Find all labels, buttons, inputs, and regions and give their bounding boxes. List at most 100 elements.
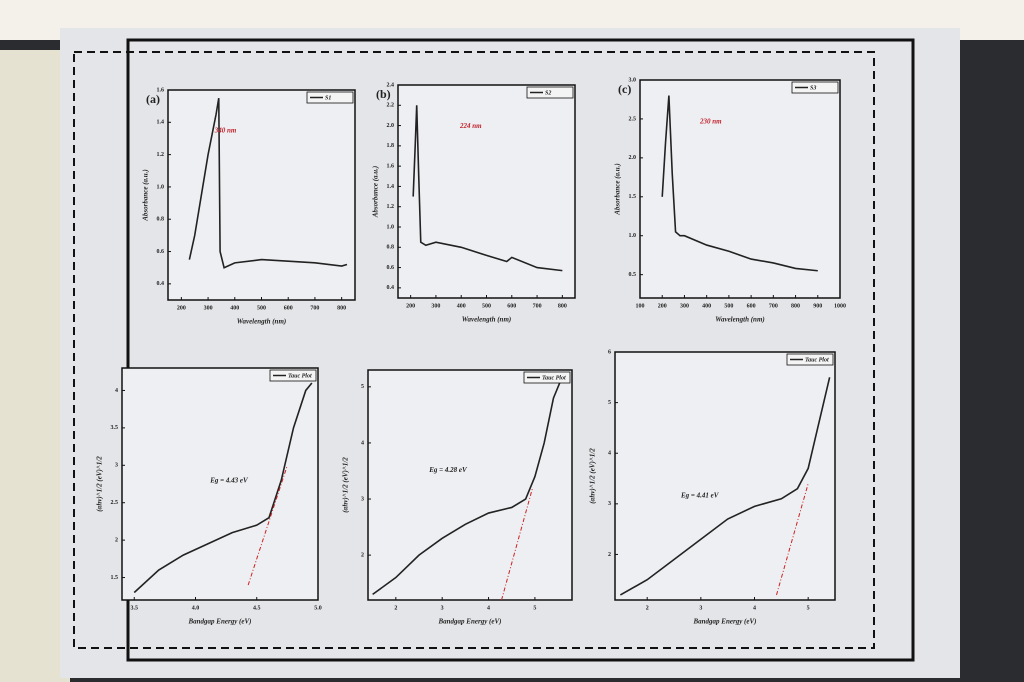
wall — [0, 50, 70, 682]
x-tick-label: 300 — [431, 303, 440, 309]
y-tick-label: 0.8 — [157, 217, 165, 223]
x-tick-label: 5 — [807, 605, 810, 611]
x-axis-label: Wavelength (nm) — [462, 316, 511, 324]
y-axis-label: (αhν)^1/2 (eV)^1/2 — [96, 456, 104, 512]
panel-label: (c) — [618, 82, 631, 96]
y-tick-label: 2.0 — [629, 155, 637, 161]
y-tick-label: 0.6 — [387, 265, 395, 271]
y-tick-label: 0.5 — [629, 272, 637, 278]
y-tick-label: 4 — [361, 440, 364, 446]
x-tick-label: 5.0 — [314, 605, 322, 611]
y-tick-label: 5 — [361, 384, 364, 390]
annotation: Eg = 4.41 eV — [680, 492, 720, 500]
x-tick-label: 200 — [406, 303, 415, 309]
y-tick-label: 3.5 — [111, 425, 119, 431]
plot-area — [167, 89, 356, 301]
y-tick-label: 2 — [608, 552, 611, 558]
y-tick-label: 3 — [115, 463, 118, 469]
series-line — [661, 95, 818, 272]
x-tick-label: 3.5 — [131, 605, 139, 611]
y-tick-label: 5 — [608, 400, 611, 406]
x-tick-label: 200 — [658, 303, 667, 309]
series-line — [133, 382, 313, 594]
y-tick-label: 1.4 — [387, 184, 395, 190]
y-tick-label: 2.0 — [387, 123, 395, 129]
x-axis-label: Wavelength (nm) — [237, 318, 286, 326]
x-tick-label: 200 — [177, 305, 186, 311]
x-tick-label: 600 — [284, 305, 293, 311]
annotation: 230 nm — [699, 117, 722, 125]
x-tick-label: 100 — [636, 303, 645, 309]
legend-box — [306, 91, 354, 104]
y-axis-label: Absorbance (a.u.) — [372, 166, 380, 219]
legend-box — [791, 81, 839, 94]
x-tick-label: 600 — [747, 303, 756, 309]
x-tick-label: 700 — [310, 305, 319, 311]
x-tick-label: 5 — [533, 605, 536, 611]
plot-area — [397, 84, 576, 299]
x-tick-label: 900 — [813, 303, 822, 309]
y-tick-label: 1.0 — [387, 224, 395, 230]
x-tick-label: 4.5 — [253, 605, 261, 611]
y-axis-label: Absorbance (a.u.) — [142, 169, 150, 222]
legend-label: S3 — [810, 85, 816, 91]
y-tick-label: 1.5 — [629, 194, 637, 200]
y-tick-label: 1.2 — [157, 152, 165, 158]
legend-label: Tauc Plot — [288, 373, 312, 379]
x-tick-label: 500 — [257, 305, 266, 311]
y-tick-label: 4 — [115, 388, 118, 394]
y-tick-label: 1.0 — [629, 233, 637, 239]
legend-box — [523, 371, 571, 384]
y-tick-label: 1.6 — [387, 164, 395, 170]
y-tick-label: 1.0 — [157, 184, 165, 190]
legend-label: Tauc Plot — [542, 375, 566, 381]
x-tick-label: 2 — [646, 605, 649, 611]
x-tick-label: 600 — [507, 303, 516, 309]
annotation: 224 nm — [459, 122, 482, 130]
x-tick-label: 2 — [394, 605, 397, 611]
y-tick-label: 2 — [115, 538, 118, 544]
y-tick-label: 0.8 — [387, 245, 395, 251]
annotation: Eg = 4.28 eV — [428, 466, 468, 474]
y-tick-label: 2.5 — [629, 116, 637, 122]
x-axis-label: Bandgap Energy (eV) — [188, 618, 252, 626]
legend-box — [526, 86, 574, 99]
series-line — [247, 465, 288, 586]
y-tick-label: 2 — [361, 552, 364, 558]
series-line — [372, 375, 564, 596]
x-tick-label: 1000 — [834, 303, 846, 309]
x-axis-label: Wavelength (nm) — [715, 316, 764, 324]
annotation: 340 nm — [214, 127, 237, 135]
y-tick-label: 0.4 — [387, 285, 395, 291]
y-tick-label: 2.5 — [111, 500, 119, 506]
y-tick-label: 1.4 — [157, 120, 165, 126]
y-tick-label: 1.5 — [111, 575, 119, 581]
x-tick-label: 500 — [724, 303, 733, 309]
series-line — [776, 483, 809, 596]
y-tick-label: 4 — [608, 451, 611, 457]
panel-label: (a) — [146, 92, 160, 106]
y-tick-label: 1.8 — [387, 143, 395, 149]
x-tick-label: 400 — [230, 305, 239, 311]
y-tick-label: 1.2 — [387, 204, 395, 210]
y-axis-label: Absorbance (a.u.) — [614, 163, 622, 216]
legend-label: S2 — [545, 90, 551, 96]
x-tick-label: 400 — [457, 303, 466, 309]
y-axis-label: (αhν)^1/2 (eV)^1/2 — [342, 457, 350, 513]
x-tick-label: 700 — [533, 303, 542, 309]
legend-label: S1 — [325, 95, 331, 101]
x-tick-label: 4.0 — [192, 605, 200, 611]
series-line — [619, 377, 831, 596]
x-tick-label: 800 — [337, 305, 346, 311]
annotation: Eg = 4.43 eV — [209, 476, 249, 484]
panel-label: (b) — [376, 87, 391, 101]
series-line — [412, 105, 563, 272]
series-line — [188, 97, 348, 269]
y-tick-label: 2.4 — [387, 82, 395, 88]
x-tick-label: 3 — [699, 605, 702, 611]
series-line — [501, 487, 534, 601]
x-tick-label: 800 — [558, 303, 567, 309]
plot-area — [614, 351, 836, 601]
x-axis-label: Bandgap Energy (eV) — [693, 618, 757, 626]
